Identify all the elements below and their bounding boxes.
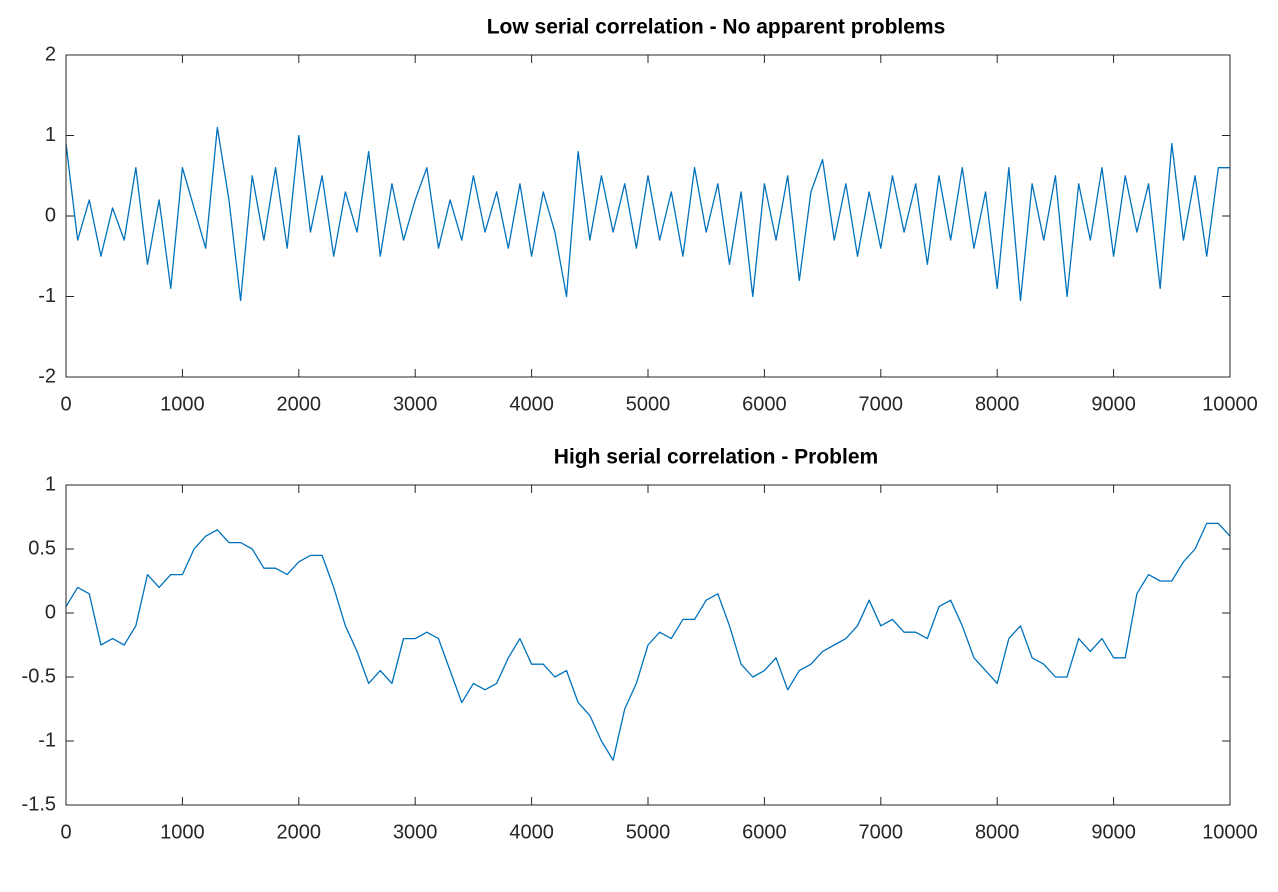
y-tick-label: 0 — [45, 204, 56, 226]
x-tick-label: 10000 — [1202, 821, 1258, 843]
x-tick-label: 9000 — [1091, 821, 1136, 843]
x-tick-label: 0 — [60, 821, 71, 843]
x-tick-label: 5000 — [626, 393, 671, 415]
x-tick-label: 5000 — [626, 821, 671, 843]
x-tick-label: 7000 — [859, 821, 904, 843]
x-tick-label: 1000 — [160, 393, 205, 415]
x-tick-label: 4000 — [509, 393, 554, 415]
plot-area — [66, 55, 1230, 377]
chart-title: High serial correlation - Problem — [554, 446, 878, 469]
data-line — [65, 522, 1231, 761]
y-tick-label: -1.5 — [22, 793, 56, 815]
y-tick-label: -1 — [38, 729, 56, 751]
x-tick-label: 1000 — [160, 821, 205, 843]
y-tick-label: 2 — [45, 43, 56, 65]
x-tick-label: 3000 — [393, 821, 438, 843]
y-tick-label: 1 — [45, 473, 56, 495]
y-tick-label: 1 — [45, 124, 56, 146]
x-tick-label: 2000 — [277, 821, 322, 843]
x-tick-label: 4000 — [509, 821, 554, 843]
x-tick-label: 3000 — [393, 393, 438, 415]
x-tick-label: 2000 — [277, 393, 322, 415]
y-tick-label: -0.5 — [22, 665, 56, 687]
y-tick-label: -1 — [38, 285, 56, 307]
x-tick-label: 7000 — [859, 393, 904, 415]
data-line — [65, 126, 1230, 302]
x-tick-label: 8000 — [975, 393, 1020, 415]
y-tick-label: -2 — [38, 365, 56, 387]
chart-title: Low serial correlation - No apparent pro… — [487, 16, 946, 39]
x-tick-label: 9000 — [1091, 393, 1136, 415]
y-tick-label: 0 — [45, 601, 56, 623]
y-tick-label: 0.5 — [28, 537, 56, 559]
x-tick-label: 6000 — [742, 821, 787, 843]
x-tick-label: 8000 — [975, 821, 1020, 843]
x-tick-label: 6000 — [742, 393, 787, 415]
x-tick-label: 0 — [60, 393, 71, 415]
x-tick-label: 10000 — [1202, 393, 1258, 415]
